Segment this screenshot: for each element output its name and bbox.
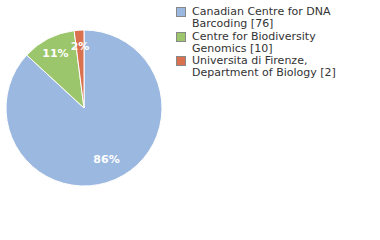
legend-label: Universita di Firenze, Department of Bio… bbox=[192, 55, 372, 79]
slices bbox=[6, 30, 162, 186]
data-labels: 86% 11%2% bbox=[42, 40, 119, 167]
data-label: 11% bbox=[42, 47, 68, 60]
pie-slice bbox=[6, 30, 162, 186]
data-label: 2% bbox=[71, 40, 90, 53]
legend-label: Canadian Centre for DNA Barcoding [76] bbox=[192, 6, 372, 30]
chart-root: 86% 11%2% Canadian Centre for DNA Barcodi… bbox=[0, 0, 380, 240]
legend-swatch bbox=[176, 56, 186, 66]
pie-svg: 86% 11%2% bbox=[0, 0, 380, 240]
legend-swatch bbox=[176, 7, 186, 17]
legend-label: Centre for Biodiversity Genomics [10] bbox=[192, 31, 372, 55]
data-label: 86% bbox=[93, 153, 119, 166]
legend-swatch bbox=[176, 32, 186, 42]
